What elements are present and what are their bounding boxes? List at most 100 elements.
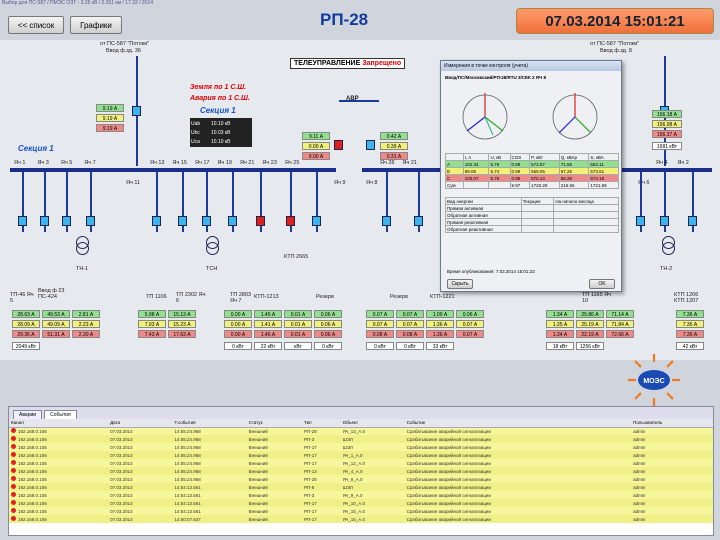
log-row[interactable]: 192.168.0.106 07.03.2014 14:54:13.561 Внешн… — [9, 507, 713, 515]
log-cell: admin — [633, 452, 646, 458]
value-cell: 573.61 — [588, 167, 619, 175]
current-cell: 1.35 А — [546, 320, 574, 328]
log-cell: ШЭЛ — [342, 484, 353, 490]
log-cell: РП-17 — [304, 444, 317, 450]
log-cell: admin — [633, 516, 646, 522]
log-cell: 07.03.2014 — [110, 444, 133, 450]
feeder-line — [290, 172, 292, 232]
log-row[interactable]: 192.168.0.106 07.03.2014 14:55:24.968 Внешн… — [9, 443, 713, 451]
value-cell: 574.18 — [588, 174, 619, 182]
alarm-dot-icon — [11, 436, 16, 441]
cell-label: Яч 19 — [217, 160, 232, 166]
alarm-dot-icon — [11, 476, 16, 481]
current-cell: 0.06 А — [314, 310, 342, 318]
log-cell: 07.03.2014 — [110, 508, 133, 514]
bottom-name: КТП-1213 — [254, 294, 279, 300]
log-row[interactable]: 192.168.0.106 07.03.2014 14:55:24.968 Внешн… — [9, 467, 713, 475]
breaker-icon[interactable] — [256, 216, 265, 226]
log-row[interactable]: 192.168.0.106 07.03.2014 14:50:07.637 Внешн… — [9, 515, 713, 523]
breaker-sectional-1[interactable] — [334, 140, 343, 150]
log-column-header[interactable]: Т.события — [172, 419, 247, 428]
current-cell: 15.13 А — [168, 310, 196, 318]
current-cell: 5.98 А — [138, 310, 166, 318]
breaker-icon[interactable] — [414, 216, 423, 226]
cell-label: Яч 2 — [677, 160, 689, 166]
current-cell: 17.63 А — [168, 330, 196, 338]
breaker-icon[interactable] — [152, 216, 161, 226]
log-column-header[interactable]: Событие — [404, 419, 632, 428]
log-row[interactable]: 192.168.0.106 07.03.2014 14:55:24.968 Внешн… — [9, 451, 713, 459]
current-cell: 0.06 А — [314, 320, 342, 328]
breaker-icon[interactable] — [382, 216, 391, 226]
log-row[interactable]: 192.168.0.106 07.03.2014 14:55:24.968 Внешн… — [9, 475, 713, 483]
log-column-header[interactable]: Статус — [246, 419, 303, 428]
breaker-icon[interactable] — [86, 216, 95, 226]
log-column-header[interactable]: Объект — [340, 419, 405, 428]
breaker-icon[interactable] — [40, 216, 49, 226]
log-cell: 192.168.0.106 — [9, 427, 108, 435]
log-row[interactable]: 192.168.0.106 07.03.2014 14:54:13.561 Внешн… — [9, 491, 713, 499]
tab-alarms[interactable]: Аварии — [13, 410, 43, 419]
feeder-line — [206, 172, 208, 232]
value-cell: 5.74 — [488, 167, 511, 175]
log-row[interactable]: 192.168.0.106 07.03.2014 14:55:24.968 Внешн… — [9, 459, 713, 467]
log-cell: Яч_13_А.0 — [342, 428, 366, 434]
feeder-line — [22, 172, 24, 232]
log-column-header[interactable]: Дата — [108, 419, 173, 428]
breaker-sectional-2[interactable] — [366, 140, 375, 150]
log-row[interactable]: 192.168.0.106 07.03.2014 14:55:24.968 Внешн… — [9, 435, 713, 443]
time-value: 7.03.2014 15:01:23 — [495, 269, 535, 274]
breaker-icon[interactable] — [18, 216, 27, 226]
breaker-icon[interactable] — [660, 216, 669, 226]
log-cell: 192.168.0.106 — [9, 475, 108, 483]
current-cell: 1.34 А — [546, 330, 574, 338]
log-cell: 14:50:07.637 — [174, 516, 201, 522]
cell-label: Яч 17 — [194, 160, 210, 166]
power-cell: 42 кВт — [676, 342, 704, 350]
feeder-line — [232, 172, 234, 232]
log-column-header[interactable]: Тип — [302, 419, 341, 428]
graphs-button[interactable]: Графики — [70, 16, 122, 34]
tab-events[interactable]: События — [44, 410, 77, 419]
voltage-value: 10.10 кВ — [211, 138, 231, 145]
log-cell: Срабатывание аварийной сигнализации — [406, 492, 491, 498]
value-cell: 5.76 — [488, 174, 511, 182]
breaker-icon[interactable] — [688, 216, 697, 226]
current-b-right: 156.98 А — [652, 120, 682, 128]
log-column-header[interactable]: Пользователь — [631, 419, 713, 428]
feeder-line — [640, 172, 642, 232]
log-row[interactable]: 192.168.0.106 07.03.2014 14:54:13.561 Внешн… — [9, 483, 713, 491]
current-cell: 15.23 А — [168, 320, 196, 328]
feeder-line — [44, 172, 46, 232]
current-cell: 7.36 А — [676, 310, 704, 318]
current-cell: 2.23 А — [72, 320, 100, 328]
current-cell: 0.00 А — [224, 330, 252, 338]
breaker-icon[interactable] — [202, 216, 211, 226]
log-cell: Внешний — [248, 468, 268, 474]
bottom-name: Ввод ф 23 ПС-424 — [38, 288, 65, 300]
breaker-icon[interactable] — [312, 216, 321, 226]
log-cell: Внешний — [248, 436, 268, 442]
log-cell: 07.03.2014 — [110, 476, 133, 482]
popup-hide-button[interactable]: Скрыть — [447, 279, 473, 289]
transformer-tn2-icon — [662, 236, 675, 255]
breaker-icon[interactable] — [228, 216, 237, 226]
breaker-icon[interactable] — [178, 216, 187, 226]
log-cell: Срабатывание аварийной сигнализации — [406, 476, 491, 482]
log-row[interactable]: 192.168.0.106 07.03.2014 14:54:13.561 Внешн… — [9, 499, 713, 507]
log-row[interactable]: 192.168.0.106 07.03.2014 14:55:24.968 Внешн… — [9, 427, 713, 435]
log-cell: 14:54:13.561 — [174, 500, 201, 506]
breaker-icon[interactable] — [62, 216, 71, 226]
log-cell: РП-17 — [304, 452, 317, 458]
current-cell: 7.36 А — [676, 330, 704, 338]
bottom-name: ТП 1106 — [146, 294, 167, 300]
log-column-header[interactable]: Канал — [9, 419, 109, 428]
back-to-list-button[interactable]: << список — [8, 16, 64, 34]
power-cell: 0 кВт — [314, 342, 342, 350]
current-cell: 22.19 А — [576, 330, 604, 338]
popup-ok-button[interactable]: OK — [589, 279, 615, 289]
current-cell: 0.01 А — [284, 310, 312, 318]
breaker-input-left[interactable] — [132, 106, 141, 116]
breaker-icon[interactable] — [636, 216, 645, 226]
breaker-icon[interactable] — [286, 216, 295, 226]
